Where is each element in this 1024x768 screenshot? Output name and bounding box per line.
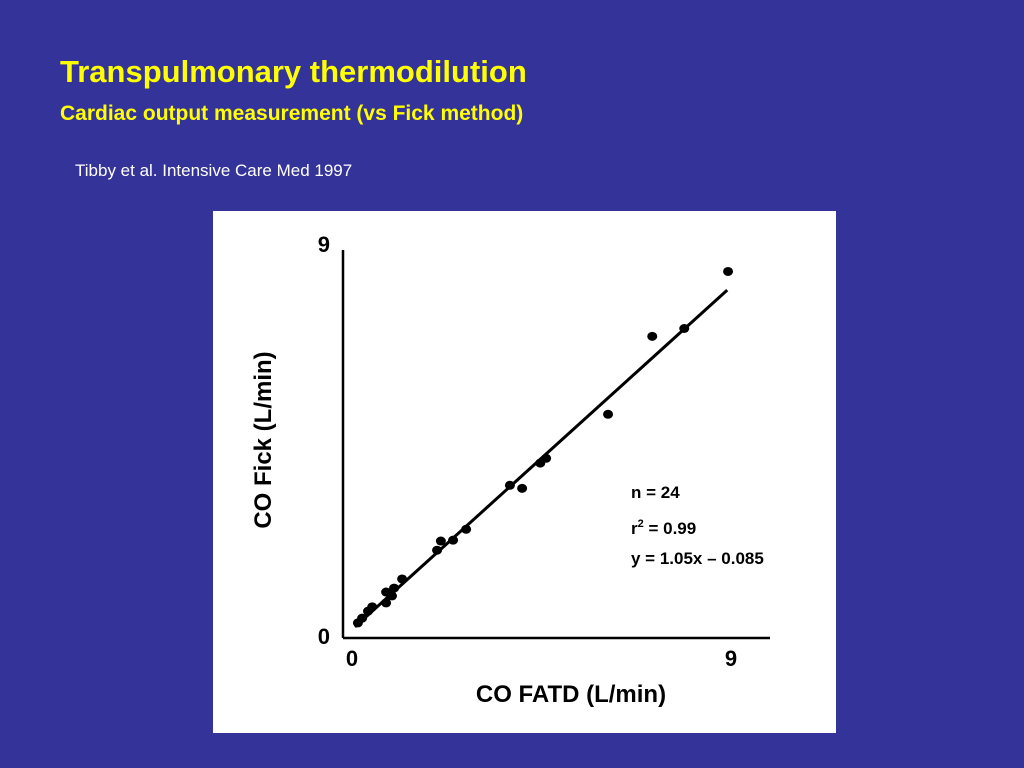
data-point bbox=[381, 598, 392, 608]
slide-title: Transpulmonary thermodilution bbox=[60, 54, 527, 89]
data-point bbox=[389, 583, 400, 593]
data-point bbox=[357, 613, 368, 623]
slide-subtitle: Cardiac output measurement (vs Fick meth… bbox=[60, 102, 523, 125]
data-point bbox=[647, 331, 658, 341]
data-point bbox=[435, 536, 446, 546]
annotation-r2: r2 = 0.99 bbox=[631, 518, 696, 538]
y-tick-label: 0 bbox=[318, 624, 330, 649]
data-point bbox=[432, 545, 443, 555]
fit-line bbox=[353, 289, 729, 628]
data-point bbox=[387, 591, 398, 601]
x-tick-label: 0 bbox=[346, 646, 358, 671]
data-point bbox=[461, 524, 472, 534]
annotation-equation: y = 1.05x – 0.085 bbox=[631, 549, 764, 568]
y-tick-label: 9 bbox=[318, 232, 330, 257]
data-point bbox=[517, 483, 528, 493]
x-tick-label: 9 bbox=[725, 646, 737, 671]
r2-sup: 2 bbox=[638, 518, 644, 530]
r2-base: r bbox=[631, 519, 638, 538]
data-point bbox=[723, 266, 734, 276]
y-axis-label: CO Fick (L/min) bbox=[250, 351, 277, 528]
data-point bbox=[541, 453, 552, 463]
citation: Tibby et al. Intensive Care Med 1997 bbox=[75, 161, 352, 180]
r2-rest: = 0.99 bbox=[644, 519, 696, 538]
data-point bbox=[504, 480, 515, 490]
data-point bbox=[448, 535, 459, 545]
data-point bbox=[679, 323, 690, 333]
data-point bbox=[603, 409, 614, 419]
data-point bbox=[397, 574, 408, 584]
annotation-n: n = 24 bbox=[631, 483, 680, 502]
data-point bbox=[367, 602, 378, 612]
x-axis-label: CO FATD (L/min) bbox=[476, 681, 666, 708]
